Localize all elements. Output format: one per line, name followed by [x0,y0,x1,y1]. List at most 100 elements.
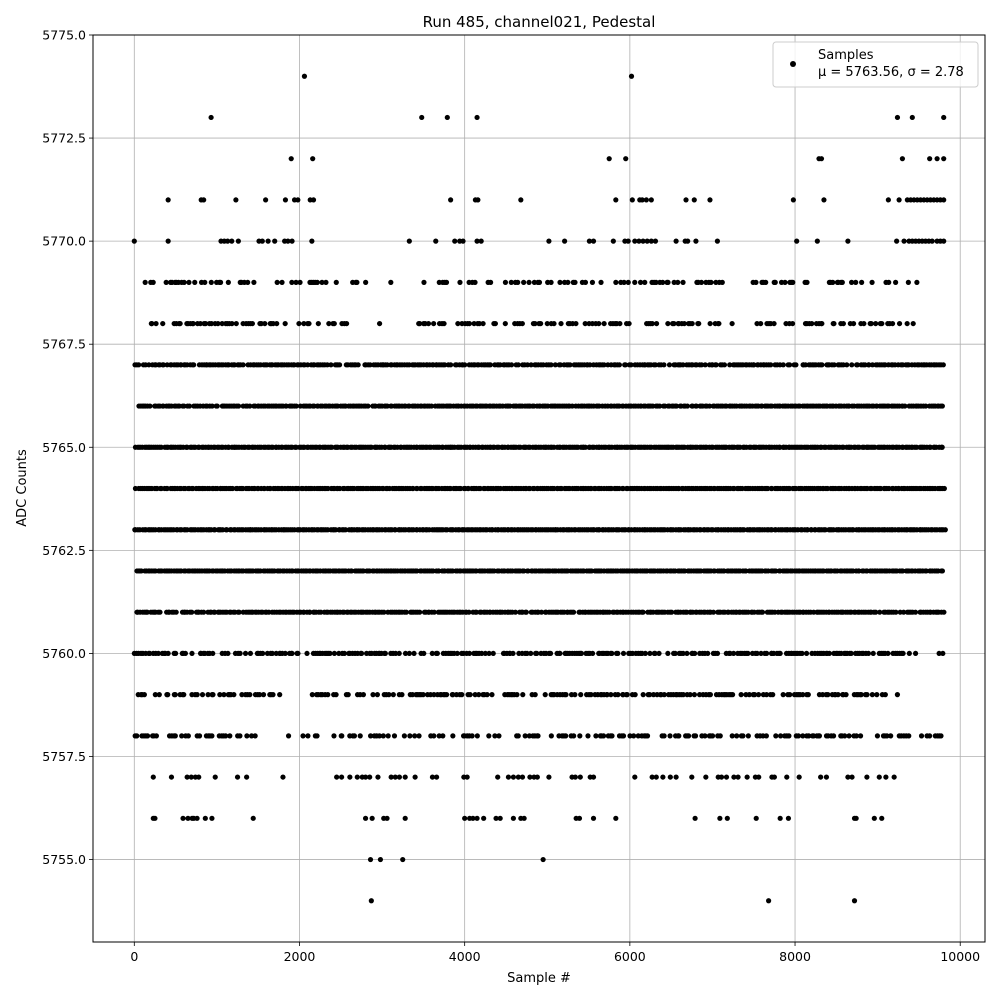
data-point [764,650,770,657]
y-axis-ticks: 5755.0 5757.5 5760.0 5762.5 5765.0 5767.5 5770… [42,28,93,867]
data-point [551,320,557,327]
data-point [260,692,267,698]
data-point [849,774,855,780]
data-point [272,238,278,244]
data-point [421,279,427,285]
data-point [853,733,860,739]
data-point [613,815,619,821]
data-point [885,197,891,203]
data-point [869,279,875,285]
data-point [396,774,403,780]
data-point [196,774,202,780]
data-point [181,279,187,285]
data-point [804,527,811,533]
data-point [153,733,160,739]
data-point [384,362,390,368]
data-point [331,733,337,739]
data-point [367,774,373,780]
data-point [600,733,607,739]
data-point [706,403,713,409]
data-point [717,815,723,821]
data-point [260,650,266,657]
data-point [528,650,534,657]
data-point [225,650,231,657]
data-point [667,733,673,739]
data-point [331,320,337,327]
data-point [675,279,681,285]
data-point [941,197,947,203]
data-point [718,774,725,780]
data-point [188,774,194,780]
data-point [347,774,353,780]
data-point [848,279,855,285]
data-point [632,238,638,244]
data-point [536,279,543,285]
data-point [572,774,578,780]
data-point [172,733,178,739]
data-point [393,650,399,657]
data-point [348,568,355,574]
data-point [497,815,503,821]
data-point [673,774,679,780]
data-point [904,320,910,327]
data-point [613,197,619,203]
data-point [786,733,792,739]
data-point [571,733,577,739]
data-point [868,320,874,327]
data-point [842,733,848,739]
x-tick-label: 2000 [284,949,316,964]
data-point [939,403,945,409]
data-point [857,733,864,739]
data-point [866,362,872,368]
data-point [756,774,762,780]
data-point [845,238,851,244]
data-point [657,403,663,409]
data-point [816,733,823,739]
data-point [649,320,655,327]
data-points [131,73,948,904]
data-point [323,279,329,285]
data-point [492,733,498,739]
data-point [469,733,475,739]
data-point [665,320,671,327]
data-point [493,815,499,821]
data-point [620,650,627,657]
data-point [608,692,614,698]
data-point [185,815,191,821]
data-point [510,815,516,821]
data-point [521,279,527,285]
data-point [598,279,604,285]
data-point [262,320,268,327]
data-point [941,238,947,244]
data-point [647,692,653,698]
data-point [800,733,806,739]
data-point [877,609,883,615]
data-point [528,362,534,368]
data-point [368,898,374,904]
data-point [696,320,702,327]
data-point [806,733,812,739]
data-point [441,320,447,327]
data-point [896,197,902,203]
data-point [205,692,211,698]
data-point [229,320,235,327]
data-point [676,733,682,739]
data-point [784,774,790,780]
data-point [635,733,641,739]
data-point [265,238,271,244]
data-point [400,856,406,863]
data-point [773,568,779,574]
data-point [615,650,621,657]
data-point [691,197,697,203]
data-point [653,774,659,780]
data-point [870,650,876,657]
data-point [780,692,786,698]
data-point [741,527,747,533]
data-point [800,692,806,698]
data-point [146,362,152,368]
data-point [744,774,750,780]
data-point [452,238,458,244]
data-point [391,733,398,739]
data-point [448,197,454,203]
data-point [150,774,156,780]
